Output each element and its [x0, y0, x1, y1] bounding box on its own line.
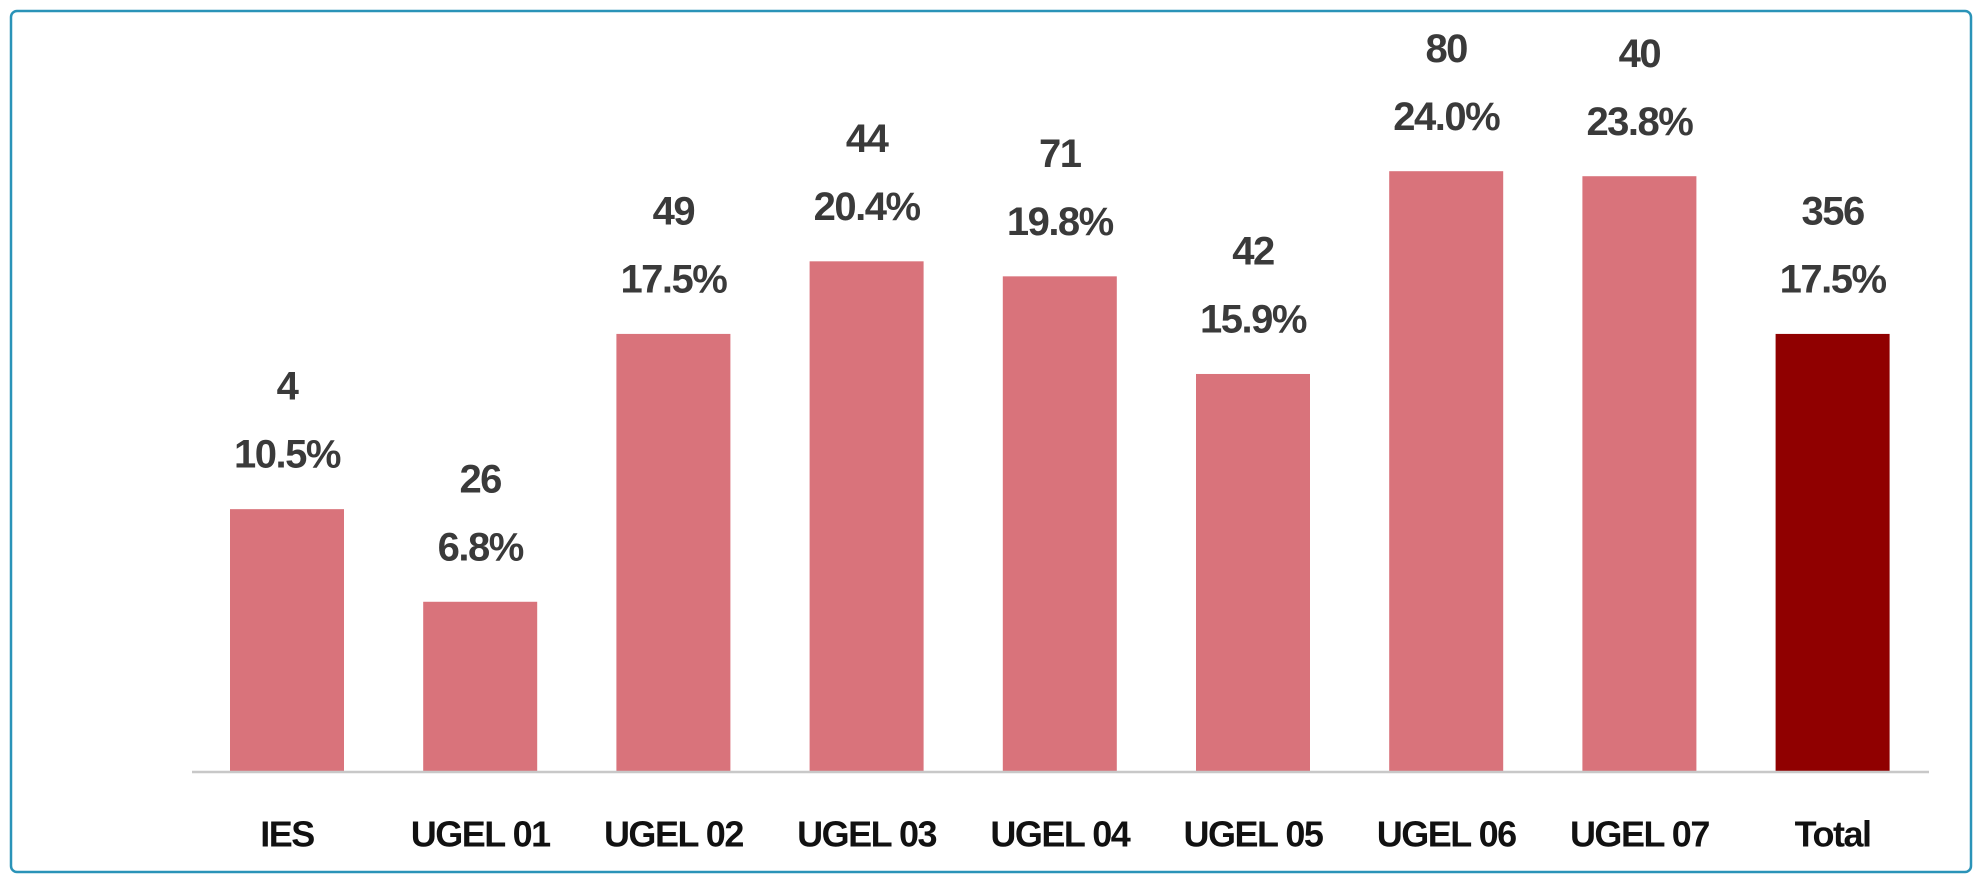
count-label: 44 [846, 117, 890, 161]
x-tick-label: UGEL 07 [1570, 814, 1709, 855]
count-label: 26 [459, 457, 501, 501]
count-label: 80 [1425, 27, 1467, 71]
bar [616, 333, 731, 772]
x-tick-label: UGEL 04 [990, 814, 1130, 855]
x-tick-label: UGEL 05 [1184, 814, 1324, 855]
value-label: 24.0% [1393, 95, 1500, 139]
bar [1582, 176, 1697, 772]
value-label: 10.5% [234, 433, 341, 477]
count-label: 356 [1801, 189, 1863, 233]
x-tick-label: UGEL 02 [604, 814, 743, 855]
count-label: 40 [1619, 32, 1661, 76]
bar [1389, 171, 1504, 772]
value-label: 17.5% [620, 257, 727, 301]
bar [1002, 276, 1117, 772]
value-label: 20.4% [814, 185, 921, 229]
bar [423, 601, 538, 772]
x-tick-label: IES [260, 814, 314, 855]
x-tick-label: UGEL 01 [411, 814, 551, 855]
bar [1775, 333, 1890, 772]
bar [230, 509, 344, 772]
x-tick-label: Total [1795, 814, 1871, 855]
value-label: 6.8% [438, 525, 524, 569]
count-label: 42 [1232, 230, 1274, 274]
bar [1196, 373, 1310, 772]
x-tick-label: UGEL 03 [797, 814, 936, 855]
count-label: 49 [653, 189, 695, 233]
x-tick-label: UGEL 06 [1377, 814, 1516, 855]
count-label: 71 [1039, 132, 1082, 176]
value-label: 19.8% [1007, 200, 1114, 244]
value-label: 15.9% [1200, 298, 1307, 342]
value-label: 17.5% [1780, 257, 1887, 301]
value-label: 23.8% [1586, 100, 1693, 144]
count-label: 4 [277, 365, 300, 409]
bar [809, 261, 924, 772]
